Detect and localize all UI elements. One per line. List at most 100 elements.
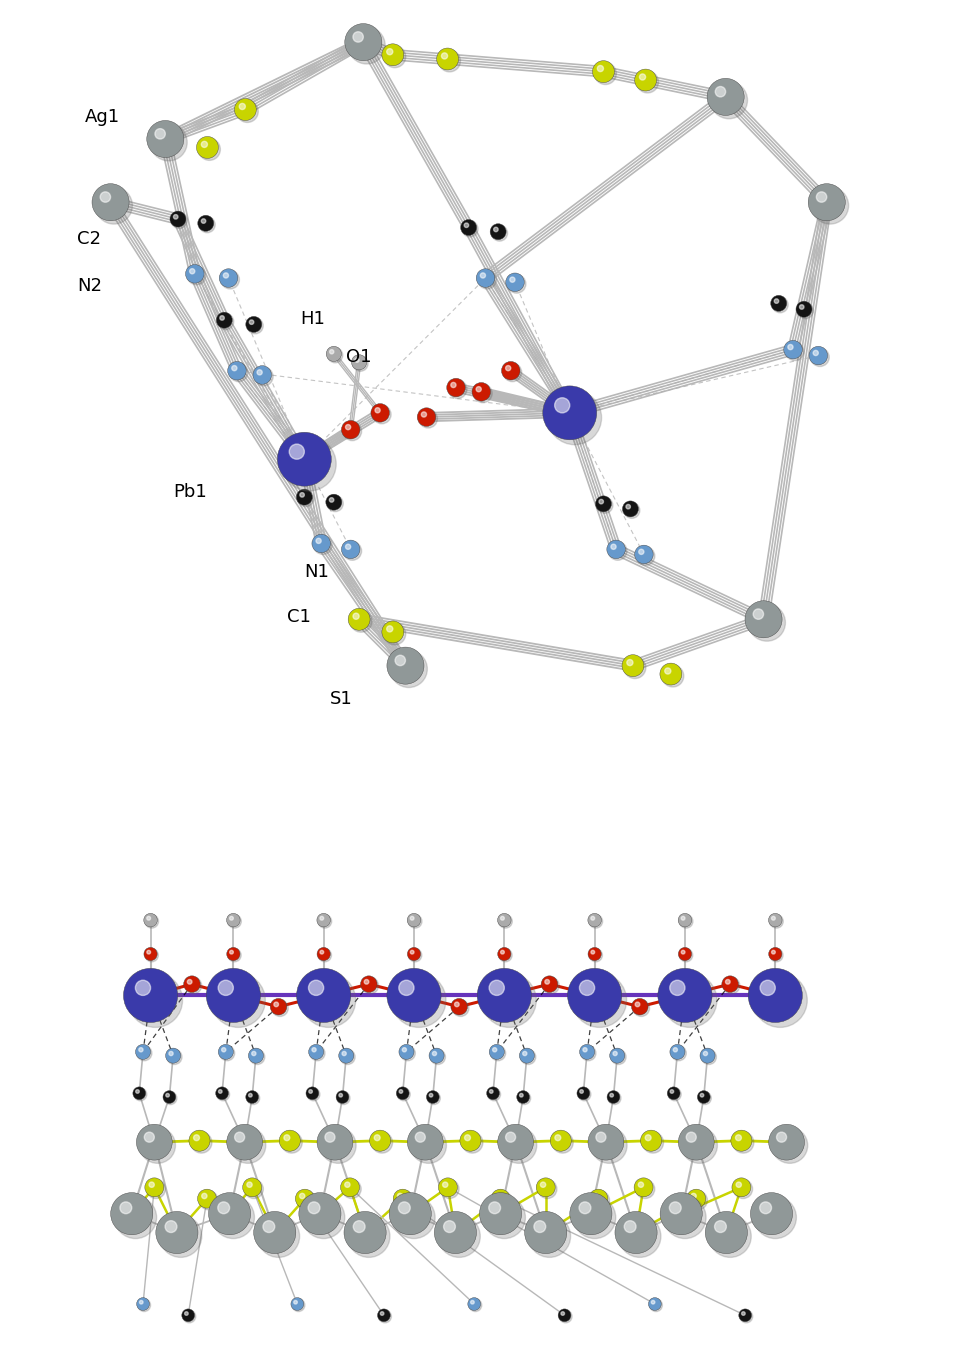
Circle shape <box>184 976 200 992</box>
Circle shape <box>199 216 216 232</box>
Circle shape <box>497 913 511 927</box>
Circle shape <box>170 211 186 227</box>
Circle shape <box>580 1090 584 1093</box>
Text: C1: C1 <box>287 607 312 626</box>
Circle shape <box>390 651 427 688</box>
Circle shape <box>247 1091 259 1105</box>
Circle shape <box>682 950 685 954</box>
Circle shape <box>587 913 601 927</box>
Circle shape <box>344 1211 386 1253</box>
Circle shape <box>229 363 248 382</box>
Circle shape <box>591 1128 627 1163</box>
Circle shape <box>345 23 382 61</box>
Circle shape <box>524 1211 567 1253</box>
Circle shape <box>506 1132 516 1142</box>
Circle shape <box>607 540 625 559</box>
Circle shape <box>701 1049 717 1064</box>
Circle shape <box>499 949 512 962</box>
Circle shape <box>228 949 241 962</box>
Circle shape <box>634 1178 653 1197</box>
Circle shape <box>136 1044 151 1060</box>
Circle shape <box>320 950 323 954</box>
Circle shape <box>352 355 367 370</box>
Circle shape <box>682 1128 718 1163</box>
Circle shape <box>749 969 802 1022</box>
Circle shape <box>613 1052 618 1056</box>
Circle shape <box>307 1089 319 1101</box>
Circle shape <box>421 412 426 417</box>
Circle shape <box>137 1045 151 1061</box>
Circle shape <box>218 314 234 330</box>
Circle shape <box>115 1196 156 1238</box>
Circle shape <box>667 1087 680 1099</box>
Circle shape <box>145 1178 164 1197</box>
Circle shape <box>306 1087 318 1099</box>
Circle shape <box>580 1044 594 1060</box>
Circle shape <box>282 1132 302 1154</box>
Circle shape <box>245 1180 263 1199</box>
Circle shape <box>709 1215 752 1257</box>
Circle shape <box>774 299 779 303</box>
Circle shape <box>353 1220 365 1233</box>
Circle shape <box>623 503 640 518</box>
Circle shape <box>223 273 228 279</box>
Circle shape <box>213 1196 254 1238</box>
Circle shape <box>772 1128 808 1163</box>
Circle shape <box>548 391 602 444</box>
Circle shape <box>386 647 424 684</box>
Circle shape <box>230 950 233 954</box>
Circle shape <box>589 915 603 928</box>
Circle shape <box>588 1124 623 1161</box>
Circle shape <box>519 1094 523 1097</box>
Circle shape <box>809 347 827 364</box>
Circle shape <box>337 1091 350 1105</box>
Circle shape <box>770 949 783 962</box>
Circle shape <box>184 1311 188 1316</box>
Circle shape <box>217 313 232 328</box>
Circle shape <box>384 46 406 68</box>
Circle shape <box>506 366 511 371</box>
Circle shape <box>342 1180 361 1199</box>
Circle shape <box>263 1220 275 1233</box>
Circle shape <box>490 1045 506 1061</box>
Circle shape <box>449 381 467 398</box>
Circle shape <box>339 1048 353 1063</box>
Circle shape <box>232 366 237 371</box>
Circle shape <box>199 1190 218 1210</box>
Circle shape <box>670 980 685 995</box>
Circle shape <box>442 53 448 58</box>
Circle shape <box>611 544 617 549</box>
Circle shape <box>292 1299 305 1311</box>
Circle shape <box>518 1091 531 1105</box>
Circle shape <box>680 915 693 928</box>
Circle shape <box>409 949 421 962</box>
Circle shape <box>196 136 218 159</box>
Circle shape <box>379 1310 391 1322</box>
Circle shape <box>294 1301 297 1305</box>
Circle shape <box>493 227 498 231</box>
Circle shape <box>386 969 441 1022</box>
Circle shape <box>230 1128 266 1163</box>
Circle shape <box>348 1215 390 1257</box>
Circle shape <box>325 1132 335 1142</box>
Circle shape <box>163 1091 176 1104</box>
Circle shape <box>736 1182 742 1188</box>
Circle shape <box>500 916 504 920</box>
Circle shape <box>396 1087 409 1099</box>
Circle shape <box>579 1201 591 1214</box>
Circle shape <box>319 916 323 920</box>
Circle shape <box>451 999 467 1015</box>
Circle shape <box>490 224 506 239</box>
Circle shape <box>635 69 656 91</box>
Circle shape <box>631 999 648 1015</box>
Circle shape <box>707 79 744 116</box>
Circle shape <box>316 538 321 544</box>
Circle shape <box>619 1215 661 1257</box>
Circle shape <box>596 1132 606 1142</box>
Circle shape <box>469 1299 482 1311</box>
Circle shape <box>391 973 446 1027</box>
Circle shape <box>151 124 187 160</box>
Circle shape <box>418 408 436 427</box>
Circle shape <box>164 1091 177 1105</box>
Circle shape <box>185 265 204 283</box>
